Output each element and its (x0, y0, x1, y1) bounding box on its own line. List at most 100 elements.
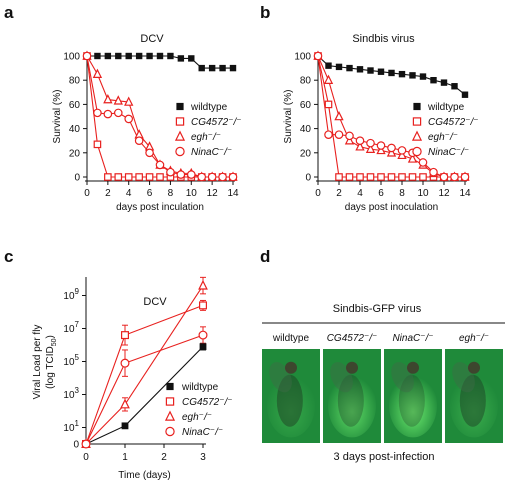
fly-fluorescence-image (384, 349, 442, 443)
fly-fluorescence-image (262, 349, 320, 443)
legend-marker-wildtype (166, 382, 174, 391)
ninac-data-point (113, 108, 123, 118)
legend-marker-egh (411, 130, 423, 141)
ninac-data-point (345, 131, 354, 141)
ninac-data-point (460, 172, 470, 182)
fly-body (398, 374, 425, 427)
x-tick-label: 12 (207, 188, 219, 199)
y-tick-label: 100 (294, 52, 311, 63)
wildtype-data-point (167, 52, 174, 60)
chart-title: DCV (140, 33, 164, 45)
fly-body (337, 374, 364, 427)
ninac-data-point (134, 136, 144, 146)
cg4572-data-point (398, 173, 406, 181)
y-axis-label-units: (log TCID50) (45, 335, 58, 389)
cg4572-data-point (345, 173, 354, 181)
ninac-data-point (366, 138, 375, 148)
cg4572-data-point (324, 100, 333, 109)
egh-data-point (92, 68, 103, 78)
panel-letter-a: a (4, 3, 14, 22)
wildtype-data-point (346, 64, 353, 72)
fly-head (346, 361, 358, 374)
fly-head (285, 361, 297, 374)
ninac-data-point (198, 330, 208, 340)
egh-data-point (397, 149, 407, 160)
cg4572-data-point (93, 140, 102, 149)
fly-fluorescence-image (445, 349, 503, 443)
wildtype-data-point (177, 55, 185, 62)
x-tick-label: 6 (147, 188, 153, 199)
legend-label-ninac: NinaC⁻/⁻ (182, 427, 223, 438)
ninac-data-point (81, 439, 91, 449)
ninac-data-point (313, 51, 323, 61)
x-tick-label: 1 (122, 452, 128, 463)
y-tick-exponent: 3 (75, 386, 80, 395)
wildtype-data-point (135, 52, 143, 60)
panel-letter-b: b (260, 3, 270, 22)
wildtype-data-point (199, 343, 207, 351)
y-tick-label: 0 (73, 440, 79, 451)
legend-marker-wildtype (413, 102, 421, 111)
x-tick-label: 0 (315, 188, 321, 199)
column-label-2: NinaC⁻/⁻ (392, 333, 433, 344)
ninac-data-point (176, 170, 186, 179)
y-tick-label: 103 (63, 386, 79, 401)
wildtype-data-point (335, 63, 343, 71)
cg4572-data-point (387, 173, 396, 181)
ninac-data-point (334, 130, 344, 139)
ninac-data-point (387, 143, 396, 153)
column-label-0: wildtype (272, 333, 310, 344)
wildtype-data-point (398, 70, 406, 78)
legend-label-cg4572: CG4572⁻/⁻ (182, 397, 233, 408)
egh-data-point (407, 153, 418, 163)
wildtype-data-point (219, 64, 226, 72)
legend-marker-wildtype (176, 102, 184, 111)
gfp-glow (267, 373, 315, 438)
ninac-data-point (93, 108, 102, 118)
egh-data-point (376, 144, 386, 155)
x-axis-label: Time (days) (118, 470, 170, 481)
ninac-data-point (397, 146, 407, 155)
legend-label-wildtype: wildtype (190, 102, 228, 113)
chart-title: DCV (143, 296, 167, 308)
wildtype-data-point (121, 422, 129, 430)
ninac-data-point (429, 167, 438, 177)
cg4572-data-point (377, 173, 385, 181)
y-tick-base: 10 (63, 423, 75, 434)
fly-body (459, 374, 486, 427)
cg4572-data-point (199, 301, 208, 310)
legend-label-ninac: NinaC⁻/⁻ (428, 147, 469, 158)
x-tick-label: 12 (438, 188, 450, 199)
legend-label-egh: egh⁻/⁻ (428, 132, 458, 143)
x-tick-label: 8 (168, 188, 174, 199)
wildtype-data-point (115, 52, 122, 60)
gfp-glow (389, 373, 437, 438)
ninac-data-point (186, 170, 196, 179)
wildtype-data-point (104, 52, 112, 60)
legend-marker-ninac (165, 426, 175, 437)
egh-data-point (386, 147, 397, 157)
cg4572-data-point (135, 173, 143, 181)
wildtype-data-point (125, 52, 132, 60)
ninac-data-point (450, 172, 459, 182)
ninac-data-point (103, 109, 113, 119)
wildtype-data-point (94, 52, 101, 60)
survival-chart-dcv: DCV 0 20 40 60 80 100 0 2 4 6 8 10 12 14 days post incu… (52, 33, 242, 213)
ninac-data-point (355, 136, 365, 146)
x-tick-label: 2 (105, 188, 111, 199)
y-tick-label: 20 (69, 148, 81, 159)
y-tick-base: 10 (63, 357, 75, 368)
y-tick-label: 107 (63, 320, 79, 335)
gfp-glow (328, 373, 376, 438)
legend-marker-ninac (175, 146, 185, 157)
legend-label-cg4572: CG4572⁻/⁻ (428, 117, 479, 128)
chart-title: Sindbis virus (352, 33, 415, 45)
ninac-data-point (324, 130, 333, 139)
wildtype-data-point (451, 83, 458, 90)
y-axis-label-units-part: 50 (51, 338, 58, 346)
gfp-glow (450, 373, 498, 438)
legend-label-egh: egh⁻/⁻ (191, 132, 221, 143)
egh-data-point (103, 94, 113, 104)
cg4572-data-point (114, 173, 123, 181)
egh-data-point (323, 74, 334, 85)
